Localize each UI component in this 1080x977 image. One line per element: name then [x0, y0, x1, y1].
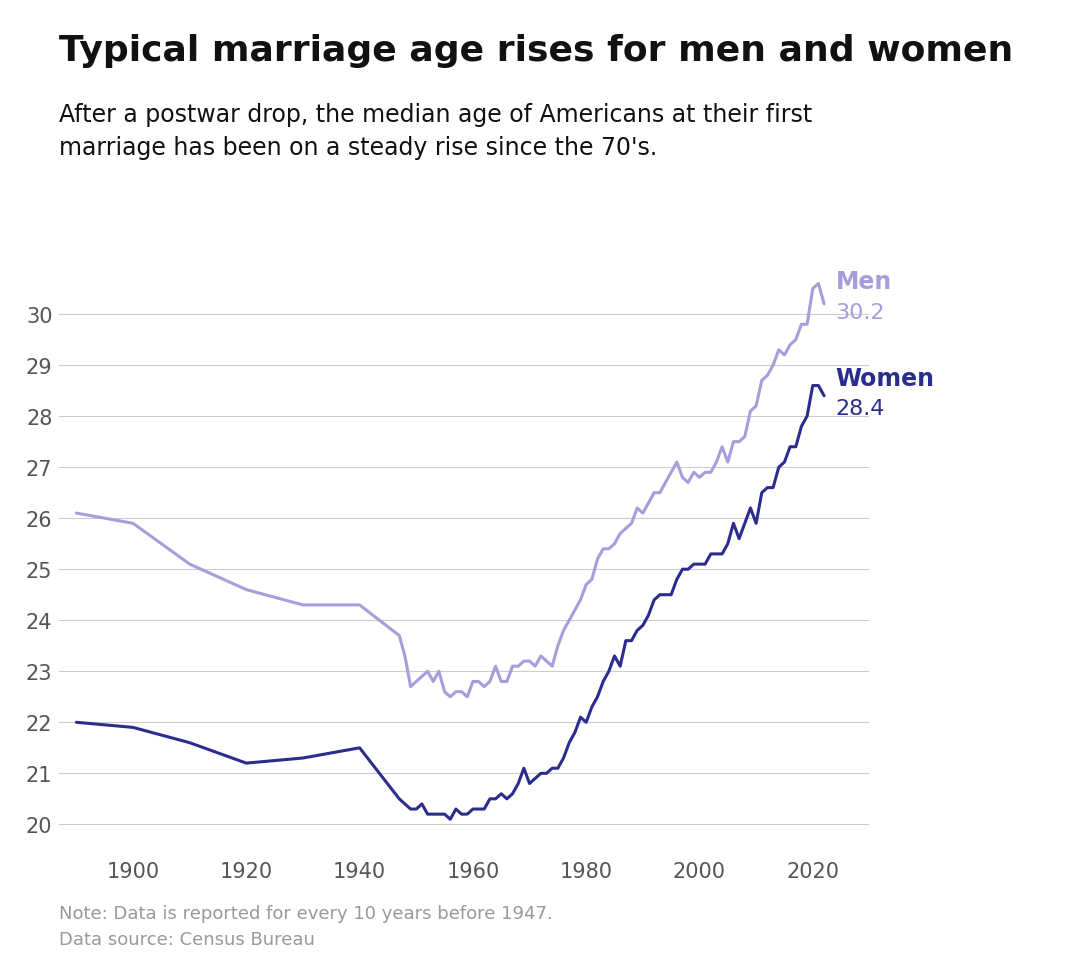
Text: After a postwar drop, the median age of Americans at their first
marriage has be: After a postwar drop, the median age of … — [59, 103, 812, 160]
Text: 28.4: 28.4 — [836, 399, 885, 419]
Text: Note: Data is reported for every 10 years before 1947.
Data source: Census Burea: Note: Data is reported for every 10 year… — [59, 904, 553, 948]
Text: Women: Women — [836, 366, 934, 391]
Text: 30.2: 30.2 — [836, 302, 885, 322]
Text: Typical marriage age rises for men and women: Typical marriage age rises for men and w… — [59, 34, 1014, 68]
Text: Men: Men — [836, 270, 892, 294]
